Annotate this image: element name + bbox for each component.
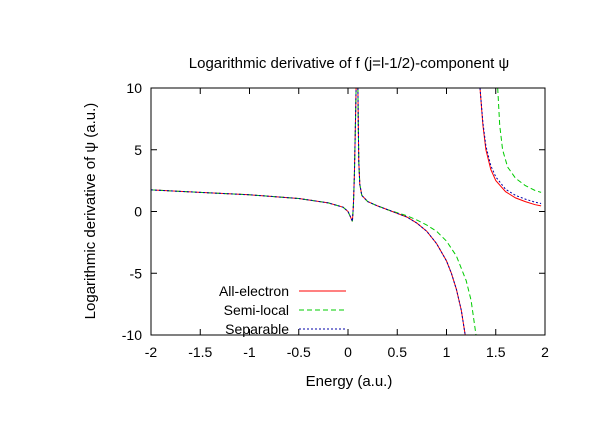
plot-frame [150,87,546,336]
series-line-0 [151,88,357,222]
series-line-0 [357,88,466,335]
legend-label: All-electron [219,283,289,299]
x-tick-label: -1 [243,344,256,360]
y-tick-label: -5 [130,265,143,281]
y-tick-label: -10 [122,327,142,343]
legend-label: Separable [225,321,289,337]
x-tick-label: -0.5 [287,344,311,360]
x-axis-label: Energy (a.u.) [306,373,393,390]
x-tick-label: 0.5 [388,344,408,360]
y-axis-label: Logarithmic derivative of ψ (a.u.) [82,103,99,320]
x-tick-label: 0 [344,344,352,360]
series-line-1 [151,88,357,222]
y-tick-label: 5 [134,142,142,158]
y-tick-label: 10 [126,80,142,96]
chart-title: Logarithmic derivative of f (j=l-1/2)-co… [189,55,509,72]
x-tick-label: -1.5 [188,344,212,360]
series-line-2 [151,88,357,222]
x-tick-label: -2 [145,344,158,360]
plot-lines [151,88,542,335]
x-tick-label: 1.5 [486,344,506,360]
series-line-0 [479,88,542,207]
series-line-2 [357,88,466,335]
legend-label: Semi-local [224,302,289,318]
series-line-1 [497,88,542,193]
axis-ticks: -2 -1.5 -1 -0.5 0 0.5 1 1.5 2 -10 -5 0 5 10 [122,80,549,360]
x-tick-label: 1 [443,344,451,360]
y-tick-label: 0 [134,204,142,220]
series-line-2 [479,88,542,204]
x-tick-label: 2 [541,344,549,360]
legend: All-electron Semi-local Separable [219,283,346,337]
